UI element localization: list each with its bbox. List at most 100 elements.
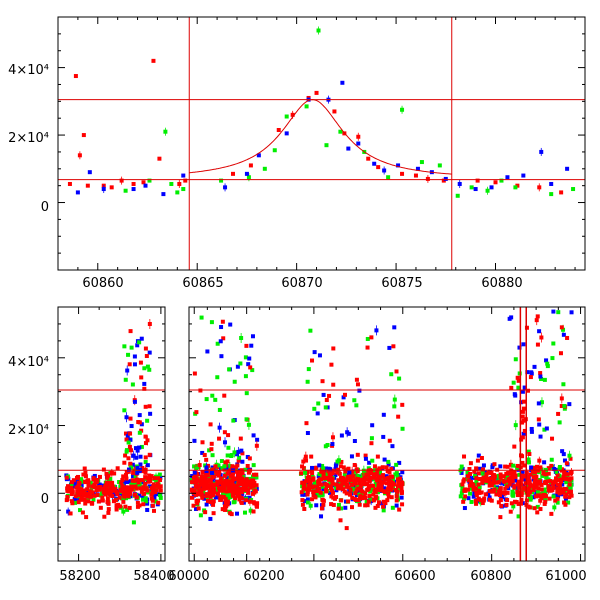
bottom-point-red (373, 505, 378, 510)
bottom-point-red (109, 489, 114, 494)
bottom-point-red (130, 478, 135, 483)
bottom-point-red (68, 511, 73, 516)
bottom-point-green (375, 490, 380, 495)
bottom-point-red (498, 488, 503, 493)
top-point-green (272, 148, 277, 153)
bottom-point-red (392, 482, 397, 487)
bottom-point-red (102, 514, 107, 519)
bottom-point-red (400, 502, 405, 507)
bottom-point-red (365, 503, 370, 508)
bottom-point-red (139, 375, 144, 380)
bottom-point-red (221, 494, 226, 499)
bottom-point-green (511, 463, 516, 468)
bottom-point-red (317, 486, 322, 491)
bottom-point-red (395, 484, 400, 489)
bottom-point-green (461, 496, 466, 501)
bottom-point-red (381, 504, 386, 509)
bottom-point-green (317, 472, 322, 477)
bottom-point-red (519, 493, 524, 498)
bottom-point-red (301, 459, 306, 464)
top-point-green (549, 192, 554, 197)
bottom-point-red (538, 498, 543, 503)
bottom-point-red (300, 480, 305, 485)
bottom-point-blue (321, 487, 326, 492)
bottom-point-blue (75, 478, 80, 483)
bottom-point-red (520, 409, 525, 414)
bottom-point-red (476, 482, 481, 487)
bottom-point-red (227, 486, 232, 491)
bottom-point-blue (131, 474, 136, 479)
bottom-point-red (143, 434, 148, 439)
bottom-point-red (300, 464, 305, 469)
bottom-point-green (400, 426, 405, 431)
bottom-point-red (503, 464, 508, 469)
bottom-point-green (316, 493, 321, 498)
bottom-point-red (239, 500, 244, 505)
bottom-point-red (515, 490, 520, 495)
bottom-point-red (514, 499, 519, 504)
bottom-point-red (359, 496, 364, 501)
bottom-point-red (329, 469, 334, 474)
top-point-blue (75, 190, 80, 195)
top-point-green (316, 28, 321, 33)
bottom-point-red (194, 491, 199, 496)
bottom-point-red (532, 485, 537, 490)
bottom-point-green (229, 454, 234, 459)
top-point-blue (443, 176, 448, 181)
bottom-point-blue (310, 465, 315, 470)
bottom-point-red (482, 496, 487, 501)
bottom-point-blue (97, 482, 102, 487)
bottom-point-red (299, 490, 304, 495)
bottom-point-red (505, 497, 510, 502)
bottom-point-red (348, 474, 353, 479)
bottom-point-red (76, 500, 81, 505)
bottom-axes-frame-left (57, 306, 166, 562)
bottom-point-red (150, 498, 155, 503)
top-reference-lines (58, 17, 585, 270)
bottom-point-red (505, 490, 510, 495)
top-point-red (109, 185, 114, 190)
bottom-point-red (147, 321, 152, 326)
bottom-point-red (543, 481, 548, 486)
bottom-point-blue (132, 362, 137, 367)
bottom-point-blue (544, 358, 549, 363)
bottom-point-red (210, 491, 215, 496)
top-point-blue (223, 185, 228, 190)
bottom-point-red (255, 501, 260, 506)
bottom-point-blue (319, 514, 324, 519)
bottom-point-red (319, 506, 324, 511)
bottom-point-red (547, 486, 552, 491)
bottom-point-blue (202, 492, 207, 497)
bottom-point-green (395, 474, 400, 479)
bottom-point-blue (141, 480, 146, 485)
bottom-point-green (477, 485, 482, 490)
bottom-point-red (313, 495, 318, 500)
bottom-point-blue (397, 460, 402, 465)
bottom-point-green (225, 453, 230, 458)
bottom-point-red (553, 498, 558, 503)
top-point-red (81, 133, 86, 138)
bottom-point-green (98, 493, 103, 498)
bottom-point-green (516, 514, 521, 519)
bottom-point-red (308, 479, 313, 484)
bottom-point-red (353, 481, 358, 486)
bottom-point-green (539, 400, 544, 405)
top-point-green (437, 163, 442, 168)
bottom-point-green (192, 464, 197, 469)
bottom-point-red (474, 501, 479, 506)
bottom-point-red (192, 371, 197, 376)
bottom-point-red (498, 486, 503, 491)
bottom-point-red (507, 482, 512, 487)
bottom-point-blue (73, 480, 78, 485)
bottom-point-green (352, 398, 357, 403)
top-point-red (131, 181, 136, 186)
bottom-point-red (149, 496, 154, 501)
top-point-red (537, 185, 542, 190)
bottom-point-red (239, 488, 244, 493)
bottom-point-blue (217, 425, 222, 430)
bottom-point-red (363, 491, 368, 496)
bottom-point-green (250, 368, 255, 373)
bottom-point-red (532, 506, 537, 511)
bottom-point-red (217, 436, 222, 441)
bottom-point-green (208, 473, 213, 478)
